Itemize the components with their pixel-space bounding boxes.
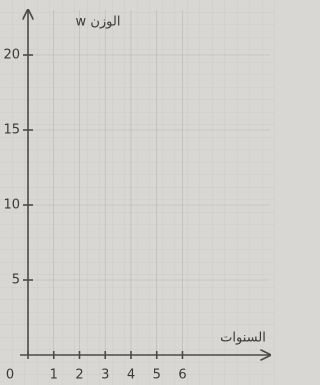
- x-tick-label: 0: [6, 368, 14, 383]
- x-tick-label: 1: [50, 368, 58, 383]
- x-tick-label: 5: [153, 368, 161, 383]
- y-tick-label: 5: [12, 273, 20, 288]
- y-axis-label: الوزن w: [76, 15, 121, 30]
- x-tick-label: 4: [127, 368, 135, 383]
- x-tick-label: 3: [101, 368, 109, 383]
- graph-paper: [0, 0, 275, 385]
- x-tick-label: 2: [75, 368, 83, 383]
- y-tick-label: 20: [3, 48, 20, 63]
- y-tick-label: 10: [3, 198, 20, 213]
- x-axis-label: السنوات: [220, 331, 266, 346]
- y-tick-label: 15: [3, 123, 20, 138]
- x-tick-label: 6: [178, 368, 186, 383]
- chart: الوزن w السنوات 5 10 15 20 0 1 2 3 4 5 6: [0, 0, 275, 385]
